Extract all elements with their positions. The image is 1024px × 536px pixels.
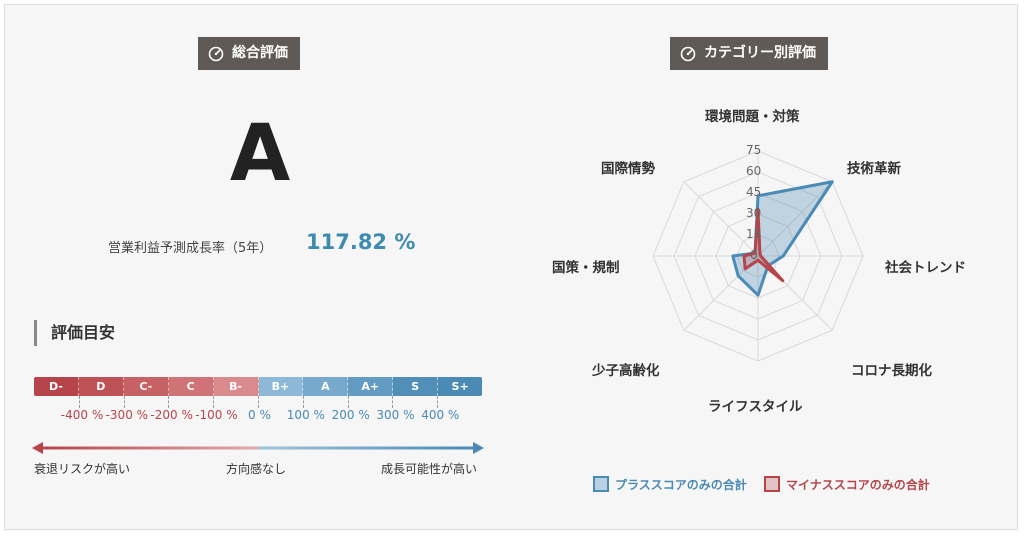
scale-tick-line [437, 396, 439, 408]
scale-percent-label: 300 % [376, 408, 415, 422]
radar-tick-label: 0 [750, 248, 758, 262]
scale-tick-line [347, 396, 349, 408]
scale-tick-line [213, 396, 215, 408]
grade-segment: D- [34, 377, 79, 396]
grade-scale-bar: D- D C- C B- B+ A A+ S S+ [34, 377, 482, 396]
radar-category-label: 技術革新 [847, 161, 901, 177]
scale-percent-label: 200 % [331, 408, 370, 422]
legend-plus-label: プラススコアのみの合計 [615, 477, 747, 492]
radar-tick-label: 75 [746, 143, 762, 157]
radar-category-label: 国際情勢 [601, 161, 655, 177]
scale-percent-label: 0 % [248, 408, 271, 422]
arrow-center-label: 方向感なし [226, 462, 287, 476]
grade-segment: D [78, 377, 124, 396]
radar-category-label: 少子高齢化 [592, 363, 660, 379]
radar-tick-label: 30 [746, 206, 762, 220]
radar-tick-label: 15 [746, 227, 762, 241]
grade-segment: C- [123, 377, 169, 396]
legend-minus-label: マイナススコアのみの合計 [786, 477, 930, 492]
overall-title-badge: 総合評価 [198, 37, 300, 70]
legend-minus[interactable]: マイナススコアのみの合計 [764, 474, 930, 494]
scale-tick-line [302, 396, 304, 408]
grade-segment: A+ [348, 377, 394, 396]
legend-plus[interactable]: プラススコアのみの合計 [593, 474, 747, 494]
category-title: カテゴリー別評価 [704, 45, 816, 61]
scale-percent-label: 400 % [421, 408, 460, 422]
guide-title: 評価目安 [34, 320, 115, 346]
scale-tick-line [258, 396, 259, 408]
scale-tick-line [392, 396, 394, 408]
radar-tick-label: 45 [746, 185, 762, 199]
evaluation-panel [4, 4, 1018, 530]
arrow-left-head [32, 442, 43, 454]
grade-segment: S [393, 377, 439, 396]
radar-spoke [757, 181, 833, 257]
radar-category-label: コロナ長期化 [851, 363, 932, 379]
radar-category-label: 環境問題・対策 [705, 109, 800, 125]
growth-rate-row: 営業利益予測成長率（5年） 117.82 % [100, 230, 430, 260]
growth-rate-label: 営業利益予測成長率（5年） [108, 241, 273, 256]
radar-category-label: 国策・規制 [552, 260, 620, 276]
radar-category-label: ライフスタイル [708, 399, 803, 415]
scale-percent-label: -400 % [60, 408, 104, 422]
grade-segment: B- [213, 377, 259, 396]
category-title-badge: カテゴリー別評価 [670, 37, 828, 70]
overall-title: 総合評価 [232, 45, 288, 61]
legend-minus-swatch [764, 476, 780, 492]
scale-percent-label: 100 % [286, 408, 325, 422]
grade-segment: C [168, 377, 214, 396]
scale-tick-line [78, 396, 80, 408]
grade-segment: B+ [258, 377, 304, 396]
grade-segment: A [303, 377, 349, 396]
growth-rate-value: 117.82 % [306, 230, 416, 254]
radar-spoke [683, 181, 759, 257]
radar-series-minus [742, 208, 785, 283]
gauge-icon [680, 46, 696, 61]
scale-tick-line [123, 396, 125, 408]
radar-category-label: 社会トレンド [885, 260, 966, 276]
arrow-right-label: 成長可能性が高い [381, 462, 478, 476]
scale-tick-line [168, 396, 170, 408]
radar-tick-label: 60 [746, 164, 762, 178]
scale-percent-label: -300 % [105, 408, 149, 422]
gauge-icon [208, 46, 224, 61]
scale-percent-label: -100 % [195, 408, 238, 422]
overall-grade: A [229, 109, 291, 199]
scale-percent-label: -200 % [150, 408, 193, 422]
grade-segment: S+ [438, 377, 482, 396]
arrow-right-head [473, 442, 484, 454]
legend-plus-swatch [593, 476, 609, 492]
direction-arrow [32, 440, 484, 454]
arrow-left-label: 衰退リスクが高い [34, 462, 131, 476]
